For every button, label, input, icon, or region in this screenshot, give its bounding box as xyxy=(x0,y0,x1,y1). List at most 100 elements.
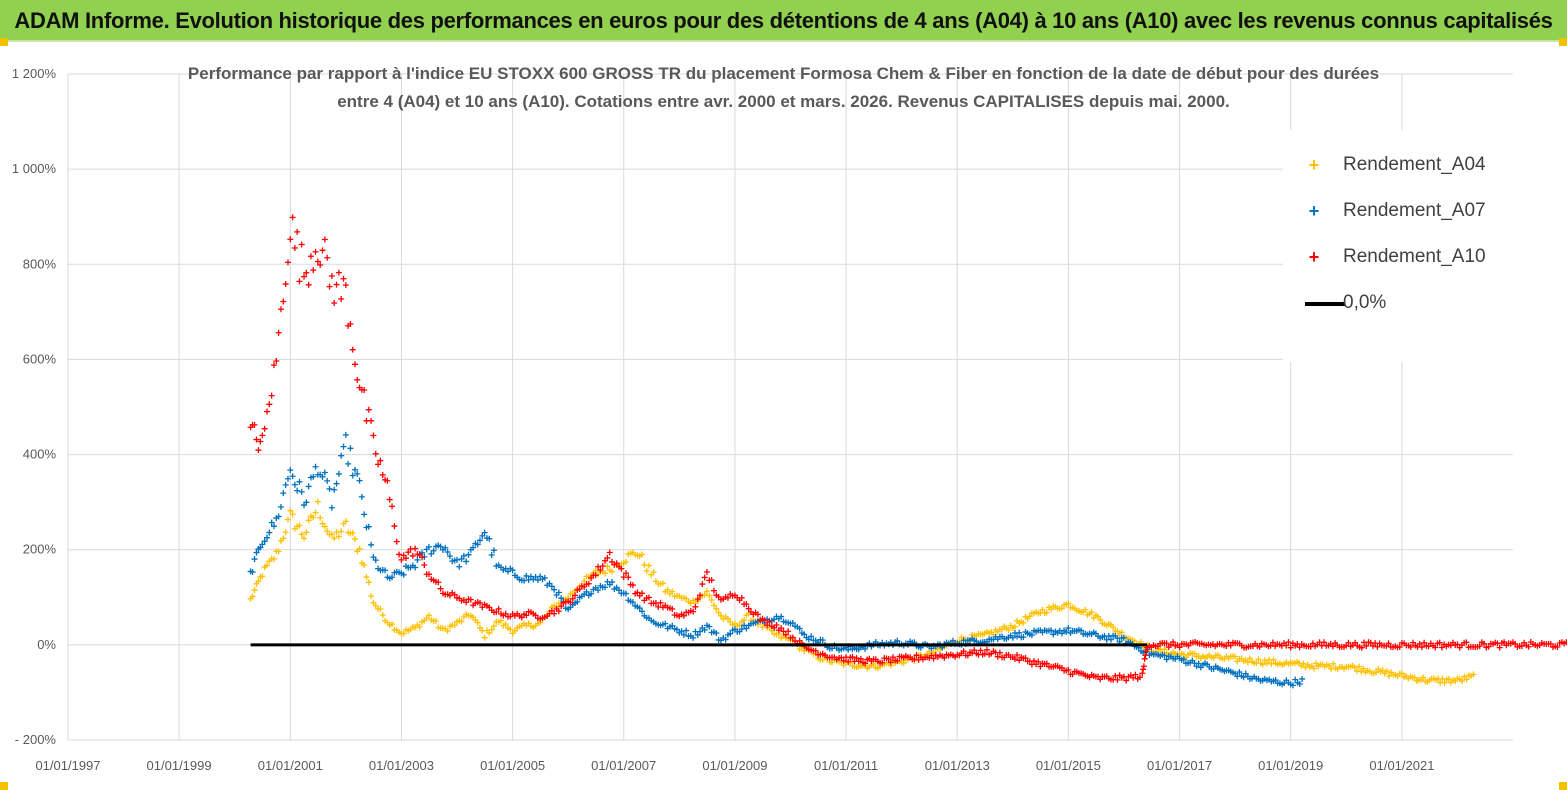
corner-handle-bottom-right[interactable] xyxy=(1559,782,1567,790)
data-point xyxy=(486,629,493,636)
data-point xyxy=(889,654,896,661)
data-point xyxy=(1352,639,1359,646)
data-point xyxy=(913,652,920,659)
legend-item-a07[interactable]: + Rendement_A07 xyxy=(1283,198,1515,228)
corner-handle-bottom-left[interactable] xyxy=(0,782,8,790)
data-point xyxy=(338,528,345,535)
data-point xyxy=(1020,634,1027,641)
data-point xyxy=(257,544,264,551)
data-point xyxy=(263,562,270,569)
data-point xyxy=(819,656,826,663)
data-point xyxy=(669,606,676,613)
data-point xyxy=(1161,652,1168,659)
data-point xyxy=(509,567,516,574)
x-tick-label: 01/01/2015 xyxy=(1036,758,1101,773)
data-point xyxy=(282,481,289,488)
data-point xyxy=(298,488,305,495)
data-point xyxy=(490,547,497,554)
data-point xyxy=(1195,660,1202,667)
data-point xyxy=(266,401,273,408)
chart-title-line-2: entre 4 (A04) et 10 ans (A10). Cotations… xyxy=(337,92,1230,111)
data-point xyxy=(458,618,465,625)
data-point xyxy=(724,594,731,601)
data-point xyxy=(558,603,565,610)
data-point xyxy=(287,236,294,243)
data-point xyxy=(421,561,428,568)
data-point xyxy=(481,634,488,641)
chart-legend[interactable]: + Rendement_A04 + Rendement_A07 + Rendem… xyxy=(1283,130,1515,362)
data-point xyxy=(326,283,333,290)
data-point xyxy=(331,486,338,493)
y-tick-label: 1 200% xyxy=(12,66,57,81)
data-point xyxy=(294,487,301,494)
data-point xyxy=(317,262,324,269)
data-point xyxy=(623,570,630,577)
data-point xyxy=(1120,634,1127,641)
data-point xyxy=(375,461,382,468)
corner-handle-top-right[interactable] xyxy=(1559,38,1567,46)
data-point xyxy=(1020,619,1027,626)
data-point xyxy=(879,659,886,666)
data-point xyxy=(981,650,988,657)
data-point xyxy=(1256,643,1263,650)
data-point xyxy=(1143,648,1150,655)
data-point xyxy=(275,513,282,520)
data-point xyxy=(253,549,260,556)
data-point xyxy=(263,534,270,541)
data-point xyxy=(1439,675,1446,682)
data-point xyxy=(1118,629,1125,636)
data-point xyxy=(581,578,588,585)
data-point xyxy=(291,245,298,252)
data-point xyxy=(613,560,620,567)
data-point xyxy=(331,299,338,306)
chart-area[interactable]: - 200% 0% 200% 400% 600% 800% 1 000% 1 200% 01/0… xyxy=(0,42,1567,790)
data-point xyxy=(370,432,377,439)
data-point xyxy=(629,599,636,606)
data-point xyxy=(324,254,331,261)
data-point xyxy=(354,376,361,383)
data-point xyxy=(694,631,701,638)
data-point xyxy=(419,554,426,561)
data-point xyxy=(277,504,284,511)
data-point xyxy=(1454,641,1461,648)
data-point xyxy=(761,617,768,624)
data-point xyxy=(296,522,303,529)
data-point xyxy=(301,535,308,542)
data-point xyxy=(333,480,340,487)
data-point xyxy=(1292,676,1299,683)
corner-handle-top-left[interactable] xyxy=(0,38,8,46)
data-point xyxy=(425,612,432,619)
data-point xyxy=(474,619,481,626)
data-point xyxy=(673,626,680,633)
data-point xyxy=(1325,662,1332,669)
data-point xyxy=(412,564,419,571)
data-point xyxy=(412,545,419,552)
data-point xyxy=(1496,644,1503,651)
legend-item-a04[interactable]: + Rendement_A04 xyxy=(1283,152,1515,182)
data-point xyxy=(328,273,335,280)
data-point xyxy=(616,587,623,594)
data-point xyxy=(409,552,416,559)
data-point xyxy=(1383,668,1390,675)
data-point xyxy=(808,633,815,640)
data-point xyxy=(1035,658,1042,665)
data-point xyxy=(715,609,722,616)
data-point xyxy=(789,634,796,641)
data-point xyxy=(1420,674,1427,681)
data-point xyxy=(377,457,384,464)
legend-label: Rendement_A04 xyxy=(1343,154,1486,175)
legend-item-a10[interactable]: + Rendement_A10 xyxy=(1283,244,1515,274)
data-point xyxy=(819,637,826,644)
data-point xyxy=(669,622,676,629)
legend-item-zero[interactable]: 0,0% xyxy=(1283,290,1515,320)
data-point xyxy=(1356,663,1362,670)
data-point xyxy=(713,630,720,637)
series-rendement_a10 xyxy=(247,214,1567,684)
data-point xyxy=(662,620,669,627)
data-point xyxy=(1398,670,1405,677)
data-point xyxy=(1351,664,1358,671)
data-point xyxy=(743,601,750,608)
data-point xyxy=(639,590,646,597)
series-rendement_a04 xyxy=(247,498,1477,686)
data-point xyxy=(428,550,435,557)
